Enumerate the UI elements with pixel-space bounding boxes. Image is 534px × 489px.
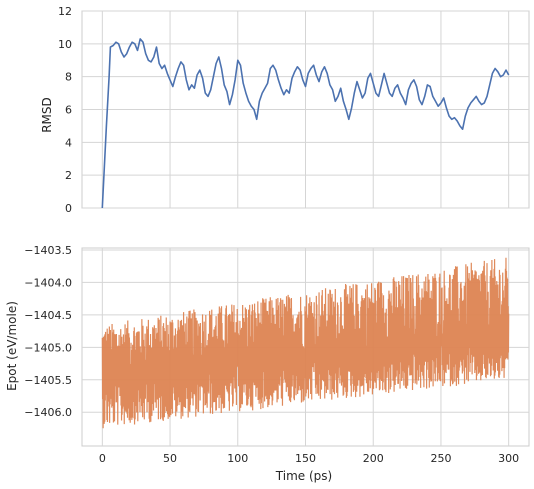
epot-y-ticks: −1406.0 −1405.5 −1405.0 −1404.5 −1404.0 −1403…	[24, 244, 72, 419]
x-tick-label: 150	[295, 452, 316, 465]
rmsd-y-tick-label: 2	[65, 169, 72, 182]
rmsd-y-tick-label: 12	[58, 5, 72, 18]
rmsd-y-axis-label: RMSD	[40, 97, 54, 133]
rmsd-y-tick-label: 4	[65, 136, 72, 149]
epot-y-tick-label: −1404.0	[24, 276, 72, 289]
rmsd-series-line	[101, 38, 510, 209]
x-tick-label: 200	[363, 452, 384, 465]
epot-series-line	[101, 257, 510, 429]
rmsd-y-tick-label: 6	[65, 104, 72, 117]
rmsd-gridlines	[82, 10, 529, 209]
x-tick-label: 50	[163, 452, 177, 465]
epot-y-axis-label: Epot (eV/mole)	[5, 301, 19, 391]
epot-y-tick-label: −1405.0	[24, 341, 72, 354]
rmsd-y-tick-label: 0	[65, 202, 72, 215]
x-tick-label: 250	[430, 452, 451, 465]
x-axis-label: Time (ps)	[275, 469, 332, 483]
x-tick-label: 0	[99, 452, 106, 465]
epot-series	[101, 257, 510, 429]
x-tick-label: 100	[227, 452, 248, 465]
epot-y-tick-label: −1404.5	[24, 309, 72, 322]
epot-y-tick-label: −1405.5	[24, 374, 72, 387]
rmsd-y-ticks: 0 2 4 6 8 10 12	[58, 5, 72, 215]
epot-x-ticks: 0 50 100 150 200 250 300	[99, 452, 519, 465]
rmsd-y-tick-label: 10	[58, 38, 72, 51]
x-tick-label: 300	[498, 452, 519, 465]
rmsd-y-tick-label: 8	[65, 71, 72, 84]
epot-y-tick-label: −1406.0	[24, 406, 72, 419]
epot-panel: −1406.0 −1405.5 −1405.0 −1404.5 −1404.0 −1403…	[5, 244, 530, 483]
rmsd-panel: 0 2 4 6 8 10 12 RMSD	[40, 5, 530, 215]
epot-y-tick-label: −1403.5	[24, 244, 72, 257]
